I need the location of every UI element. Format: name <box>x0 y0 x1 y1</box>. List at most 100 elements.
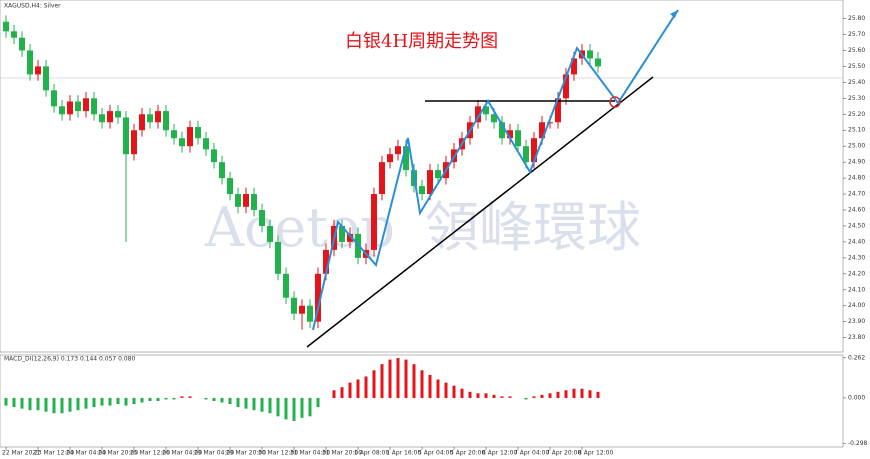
watermark: 領峰環球 <box>425 196 641 259</box>
candle-body <box>403 146 409 171</box>
candle-body <box>483 106 489 115</box>
macd-bar <box>596 391 600 398</box>
candle-body <box>59 106 65 115</box>
macd-bar <box>108 397 112 406</box>
candle-body <box>163 111 169 131</box>
y-tick-label: 25.30 <box>848 95 865 102</box>
macd-bar <box>52 397 56 414</box>
macd-y-tick-label: 0.262 <box>848 354 865 361</box>
macd-bar <box>540 394 544 398</box>
macd-bar <box>156 397 160 401</box>
macd-bar <box>436 379 440 398</box>
candle-body <box>499 122 505 139</box>
candle-body <box>555 98 561 123</box>
macd-bar <box>300 397 304 418</box>
macd-bar <box>508 396 512 398</box>
macd-bar <box>164 397 168 400</box>
candle-body <box>99 114 105 123</box>
macd-bar <box>588 390 592 398</box>
macd-bar <box>116 397 120 405</box>
macd-bar <box>556 391 560 398</box>
x-tick-label: 7 Apr 04:00 <box>514 450 549 457</box>
x-tick-label: 5 Apr 04:00 <box>418 450 453 457</box>
y-tick-label: 25.10 <box>848 127 865 134</box>
candle-body <box>587 50 593 59</box>
candle-body <box>171 130 177 139</box>
candle-body <box>339 225 345 242</box>
y-tick-label: 24.90 <box>848 159 865 166</box>
y-tick-label: 23.90 <box>848 318 865 325</box>
macd-bar <box>500 396 504 398</box>
macd-bar <box>12 397 16 408</box>
candle-body <box>267 225 273 242</box>
y-tick-label: 25.50 <box>848 63 865 70</box>
macd-bar <box>228 397 232 405</box>
x-tick-label: 29 Mar 04:00 <box>194 450 234 457</box>
candle-body <box>107 111 113 123</box>
candle-body <box>323 249 329 274</box>
macd-bar <box>284 397 288 420</box>
x-tick-label: 23 Mar 12:00 <box>34 450 74 457</box>
candle-body <box>307 305 313 322</box>
chart-title: 白银4H周期走势图 <box>345 31 498 52</box>
macd-bar <box>572 388 576 398</box>
macd-bar <box>356 379 360 398</box>
macd-bar <box>148 397 152 401</box>
y-tick-label: 25.60 <box>848 47 865 54</box>
drawings <box>306 9 679 348</box>
candle-body <box>147 114 153 123</box>
candle-body <box>19 37 25 51</box>
macd-bar <box>532 396 536 398</box>
macd-bar <box>76 397 80 411</box>
macd-bar <box>140 397 144 403</box>
candle-body <box>259 210 265 226</box>
arrow-head <box>670 10 678 18</box>
x-tick-label: 6 Apr 12:00 <box>482 450 517 457</box>
candle-body <box>187 127 193 147</box>
candle-body <box>491 114 497 123</box>
y-tick-label: 25.20 <box>848 111 865 118</box>
candle-body <box>123 117 129 155</box>
macd-bar <box>404 359 408 398</box>
candle-body <box>539 122 545 139</box>
x-tick-label: 26 Mar 04:00 <box>162 450 202 457</box>
macd-bar <box>276 397 280 417</box>
macd-bar <box>180 396 184 398</box>
candle-body <box>27 50 33 75</box>
macd-bar <box>444 382 448 398</box>
macd-bar <box>212 397 216 401</box>
macd-bar <box>236 397 240 408</box>
candle-body <box>43 66 49 91</box>
candle-body <box>563 74 569 99</box>
y-tick-label: 25.70 <box>848 31 865 38</box>
macd-bar <box>84 397 88 409</box>
macd-bar <box>468 391 472 398</box>
macd-bar <box>524 397 528 400</box>
candle-body <box>235 194 241 207</box>
x-tick-label: 8 Apr 12:00 <box>578 450 613 457</box>
macd-bar <box>132 397 136 405</box>
macd-bar <box>340 387 344 398</box>
x-tick-label: 31 Mar 04:00 <box>290 450 330 457</box>
y-tick-label: 24.40 <box>848 238 865 245</box>
candle-body <box>507 130 513 139</box>
x-tick-label: 5 Apr 20:00 <box>450 450 485 457</box>
x-tick-label: 22 Mar 2021 <box>2 450 40 457</box>
macd-bar <box>364 376 368 398</box>
candle-body <box>227 178 233 195</box>
macd-bar <box>204 397 208 400</box>
macd-bar <box>100 397 104 406</box>
macd-bar <box>36 397 40 411</box>
x-tick-label: 29 Mar 20:00 <box>226 450 266 457</box>
candle-body <box>475 106 481 123</box>
candle-body <box>427 170 433 195</box>
macd-bar <box>564 390 568 398</box>
candle-body <box>291 297 297 314</box>
macd-bar <box>452 385 456 398</box>
macd-bar <box>548 393 552 398</box>
macd-bar <box>44 397 48 412</box>
candle-body <box>35 66 41 75</box>
marker-circle <box>609 96 621 108</box>
macd-bar <box>188 396 192 398</box>
x-tick-label: 31 Mar 20:00 <box>322 450 362 457</box>
